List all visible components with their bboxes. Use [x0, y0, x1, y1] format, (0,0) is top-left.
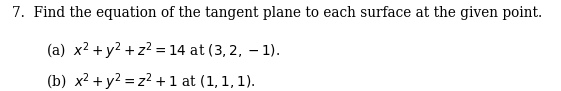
Text: (b)  $x^2 + y^2 = z^2 + 1$ at $(1, 1, 1)$.: (b) $x^2 + y^2 = z^2 + 1$ at $(1, 1, 1)$… — [46, 71, 255, 91]
Text: 7.  Find the equation of the tangent plane to each surface at the given point.: 7. Find the equation of the tangent plan… — [12, 6, 542, 20]
Text: (a)  $x^2 + y^2 + z^2 = 14$ at $(3, 2, -1)$.: (a) $x^2 + y^2 + z^2 = 14$ at $(3, 2, -1… — [46, 40, 280, 62]
